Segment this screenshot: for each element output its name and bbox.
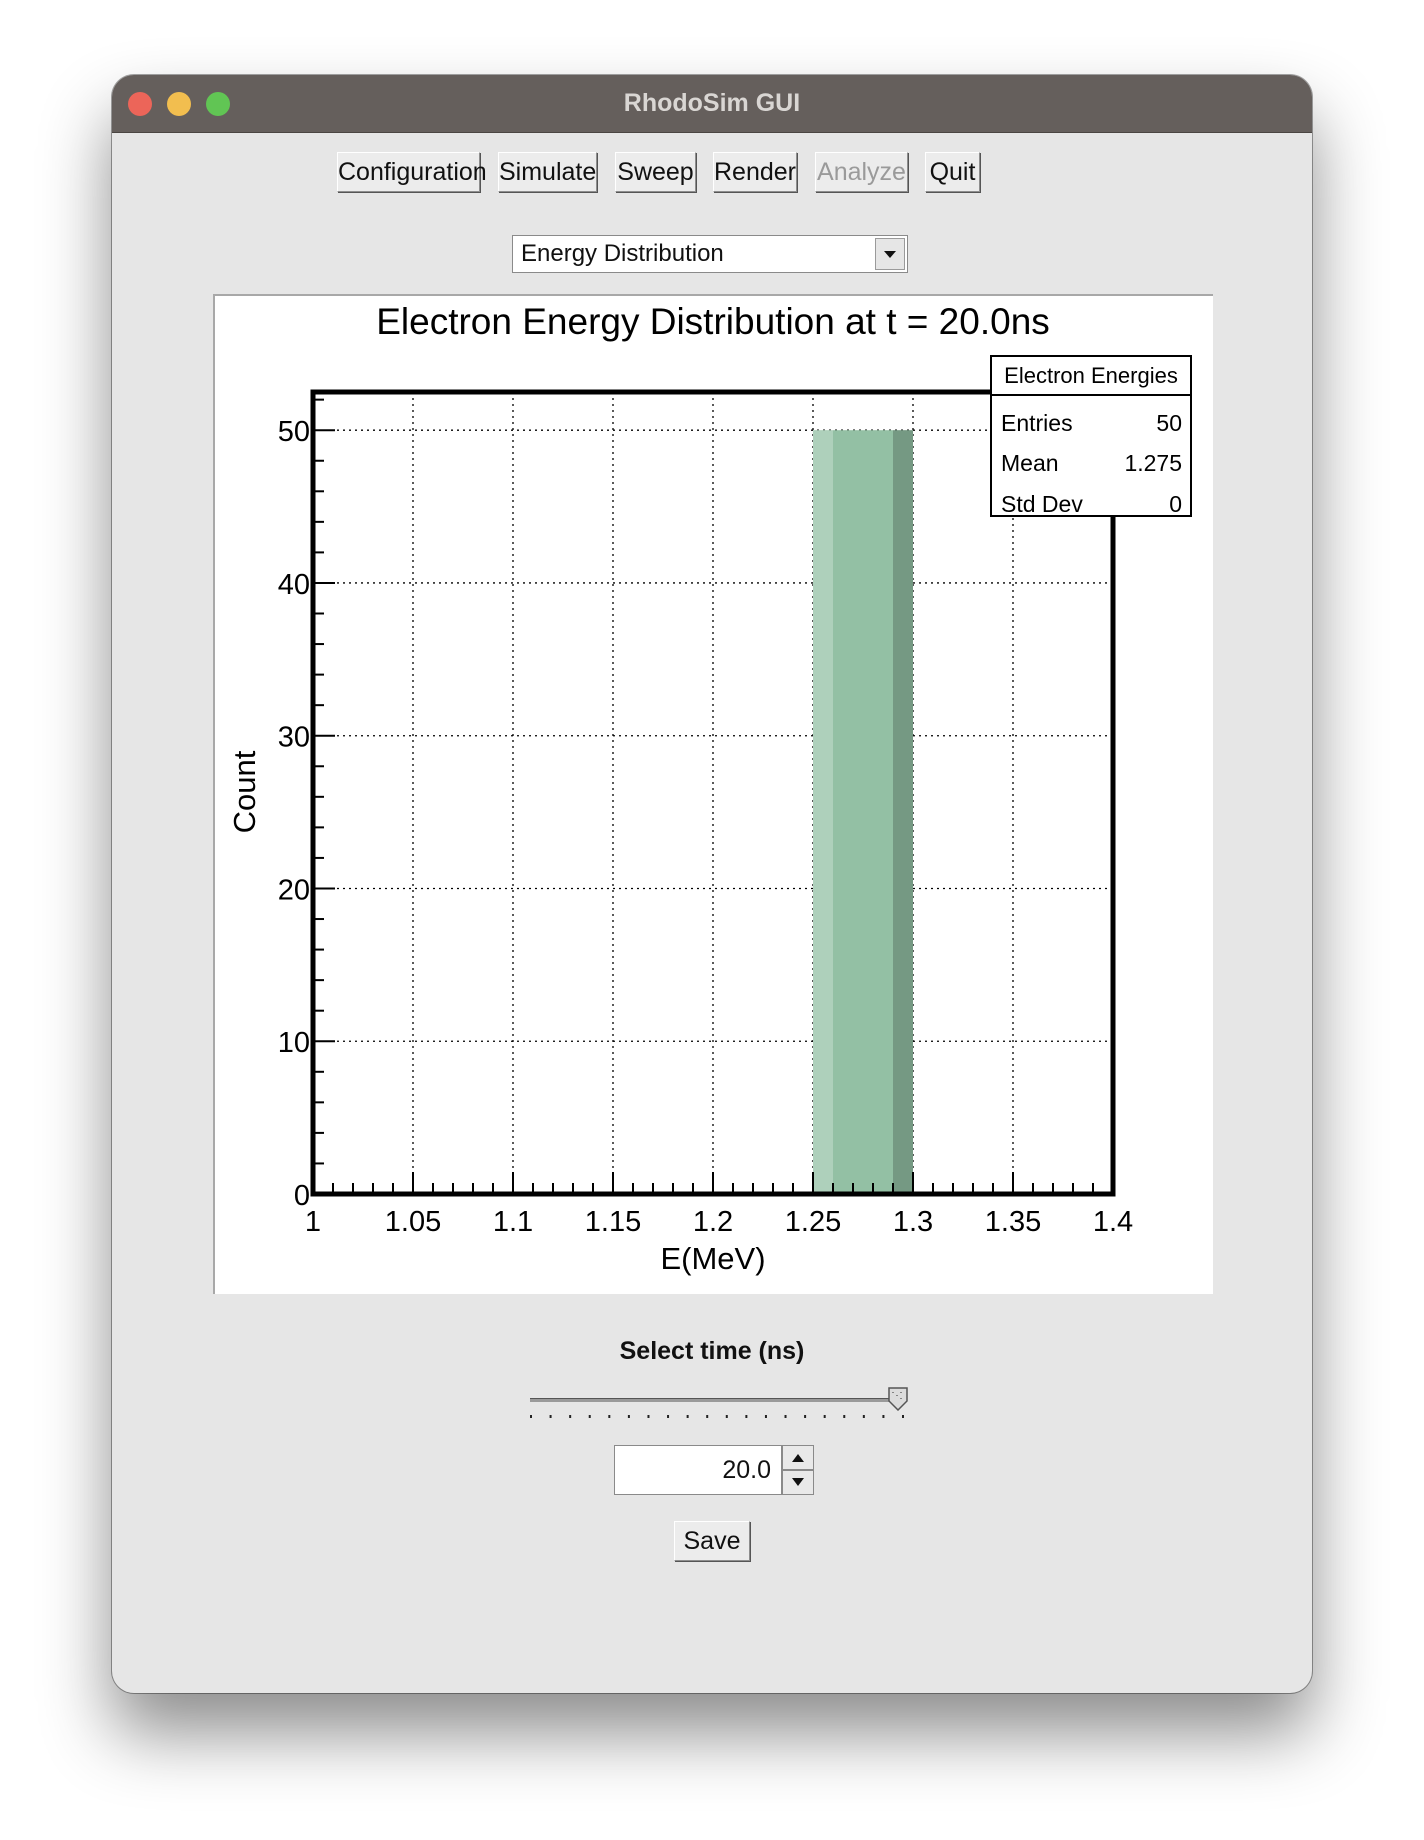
x-tick-label: 1.05 [385,1206,441,1238]
maximize-window-button[interactable] [206,92,230,116]
toolbar: Configuration Simulate Sweep Render Anal… [112,152,1312,196]
slider-tick [569,1415,572,1418]
slider-tick [608,1415,611,1418]
slider-tick [686,1415,689,1418]
time-slider-track[interactable] [530,1398,900,1402]
arrow-down-icon [792,1478,804,1486]
sweep-button[interactable]: Sweep [615,152,696,192]
simulate-button[interactable]: Simulate [498,152,597,192]
slider-tick [784,1415,787,1418]
plot-canvas: 1 1.05 1.1 1.15 1.2 1.25 1.3 1.35 1.4 0 10 20 30 40 50… [213,294,1213,1294]
configuration-button[interactable]: Configuration [337,152,487,192]
time-slider-label: Select time (ns) [619,1337,805,1365]
arrow-up-icon [792,1454,804,1462]
time-slider-ticks [530,1415,904,1418]
x-axis-label: E(MeV) [660,1241,765,1276]
y-tick-label: 0 [294,1180,310,1212]
minimize-window-button[interactable] [167,92,191,116]
x-tick-label: 1.4 [1093,1206,1133,1238]
slider-tick [882,1415,885,1418]
slider-tick [843,1415,846,1418]
stats-mean-value: 1.275 [1124,450,1182,476]
slider-tick [745,1415,748,1418]
y-tick-label: 10 [278,1027,310,1059]
time-slider-handle[interactable] [888,1387,908,1412]
chart-title: Electron Energy Distribution at t = 20.0… [376,301,1050,342]
slider-tick [862,1415,865,1418]
stats-box-title: Electron Energies [1004,363,1178,388]
x-tick-label: 1.35 [985,1206,1041,1238]
slider-tick [530,1415,532,1418]
slider-tick [706,1415,709,1418]
stats-entries-label: Entries [1001,410,1073,436]
slider-tick [804,1415,807,1418]
x-tick-label: 1.2 [693,1206,733,1238]
quit-button[interactable]: Quit [925,152,980,192]
window-title: RhodoSim GUI [623,89,801,117]
y-tick-label: 30 [278,722,310,754]
slider-tick [902,1415,904,1418]
title-bar: RhodoSim GUI [112,75,1312,133]
slider-tick [823,1415,826,1418]
slider-tick [647,1415,650,1418]
x-tick-label: 1.15 [585,1206,641,1238]
slider-tick [764,1415,767,1418]
y-tick-label: 50 [278,416,310,448]
time-spinbox[interactable]: 20.0 [614,1445,814,1497]
slider-tick [627,1415,630,1418]
x-tick-label: 1.25 [785,1206,841,1238]
histogram-chart: 1 1.05 1.1 1.15 1.2 1.25 1.3 1.35 1.4 0 10 20 30 40 50… [227,301,1192,1276]
stats-stddev-label: Std Dev [1001,491,1083,517]
x-tick-label: 1 [305,1206,321,1238]
y-axis-label: Count [227,750,262,833]
slider-tick [667,1415,670,1418]
view-select[interactable]: Energy Distribution [512,235,908,273]
time-value-input[interactable]: 20.0 [614,1445,782,1495]
save-button[interactable]: Save [674,1521,750,1561]
slider-tick [549,1415,552,1418]
stats-box: Electron Energies Entries 50 Mean 1.275 … [990,355,1192,517]
close-window-button[interactable] [128,92,152,116]
spin-up-button[interactable] [782,1445,814,1470]
slider-tick [725,1415,728,1418]
histogram-bar [813,430,913,1194]
view-select-value: Energy Distribution [521,240,724,267]
y-tick-label: 20 [278,874,310,906]
stats-stddev-value: 0 [1169,491,1182,517]
stats-entries-value: 50 [1156,410,1182,436]
y-tick-label: 40 [278,569,310,601]
spin-down-button[interactable] [782,1470,814,1495]
x-tick-label: 1.3 [893,1206,933,1238]
main-window: RhodoSim GUI Configuration Simulate Swee… [112,75,1312,1693]
render-button[interactable]: Render [713,152,797,192]
slider-tick [588,1415,591,1418]
stats-mean-label: Mean [1001,450,1059,476]
dropdown-arrow-icon[interactable] [875,238,905,270]
analyze-button[interactable]: Analyze [815,152,908,192]
x-tick-label: 1.1 [493,1206,533,1238]
